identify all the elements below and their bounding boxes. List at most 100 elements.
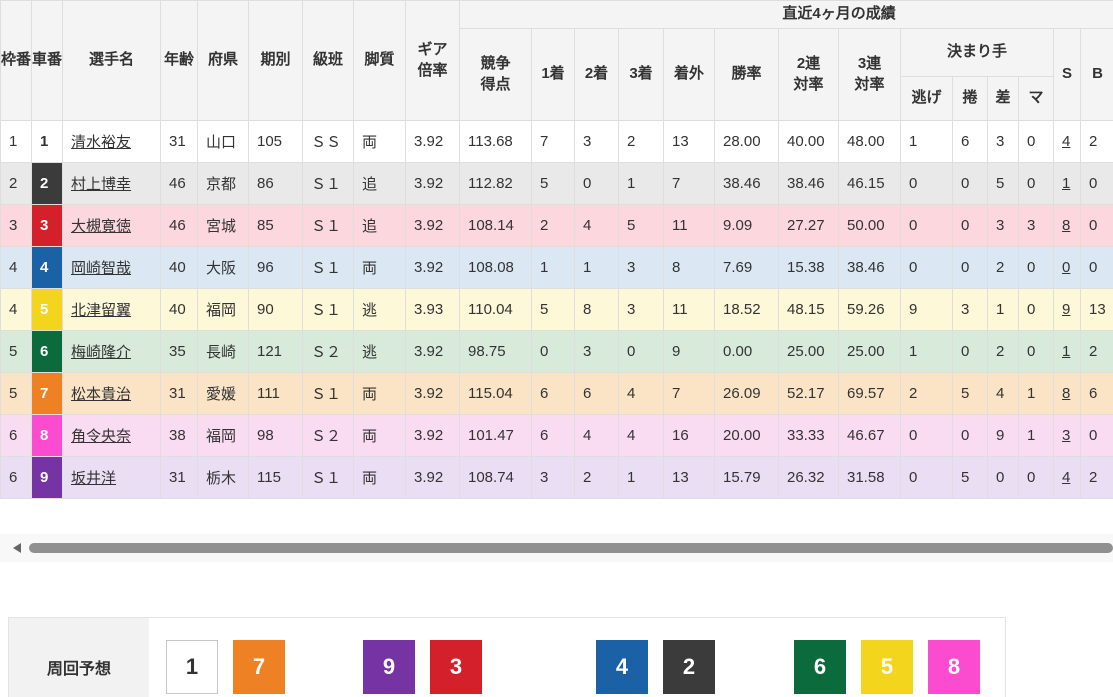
- out-of-place-cell: 7: [663, 372, 715, 415]
- sashi-count-cell: 0: [987, 456, 1019, 499]
- rider-name-cell: 角令央奈: [62, 414, 161, 457]
- s-count-link[interactable]: 4: [1062, 469, 1071, 486]
- rider-name-link[interactable]: 清水裕友: [71, 134, 132, 151]
- quinella2-rate-cell: 27.27: [778, 204, 839, 247]
- frame-number-cell: 6: [0, 456, 32, 499]
- nige-count-cell: 1: [900, 330, 953, 373]
- col-header-period: 期別: [248, 0, 303, 121]
- s-count-link[interactable]: 9: [1062, 301, 1071, 318]
- col-header-mark: マ: [1018, 76, 1054, 121]
- grade-cell: Ｓ１: [302, 162, 354, 205]
- period-cell: 111: [248, 372, 303, 415]
- first-place-cell: 6: [531, 372, 575, 415]
- rider-name-cell: 大槻寛徳: [62, 204, 161, 247]
- table-row: 5 7 松本貴治 31 愛媛 111 Ｓ１ 両 3.92 115.04 6 6 …: [0, 372, 1113, 415]
- scroll-left-arrow-icon[interactable]: [13, 543, 21, 553]
- third-place-cell: 4: [618, 414, 664, 457]
- s-count-link[interactable]: 8: [1062, 217, 1071, 234]
- lap-prediction-label: 周回予想: [9, 618, 149, 697]
- first-place-cell: 5: [531, 288, 575, 331]
- makuri-count-cell: 6: [952, 120, 988, 163]
- s-count-link[interactable]: 1: [1062, 343, 1071, 360]
- horizontal-scrollbar[interactable]: [0, 534, 1113, 562]
- first-place-cell: 5: [531, 162, 575, 205]
- gear-ratio-cell: 3.92: [405, 162, 460, 205]
- s-count-link[interactable]: 4: [1062, 133, 1071, 150]
- rider-name-cell: 岡崎智哉: [62, 246, 161, 289]
- car-number-cell: 4: [31, 246, 63, 289]
- rider-name-link[interactable]: 北津留翼: [71, 302, 132, 319]
- rider-name-link[interactable]: 松本貴治: [71, 386, 132, 403]
- b-count-cell: 2: [1080, 456, 1113, 499]
- rider-name-link[interactable]: 坂井洋: [71, 470, 117, 487]
- win-rate-cell: 38.46: [714, 162, 779, 205]
- col-header-name: 選手名: [62, 0, 161, 121]
- period-cell: 85: [248, 204, 303, 247]
- makuri-count-cell: 0: [952, 162, 988, 205]
- race-points-cell: 108.08: [459, 246, 532, 289]
- nige-count-cell: 2: [900, 372, 953, 415]
- makuri-count-cell: 0: [952, 414, 988, 457]
- period-cell: 121: [248, 330, 303, 373]
- col-header-points: 競争得点: [459, 28, 532, 121]
- quinella2-rate-cell: 15.38: [778, 246, 839, 289]
- s-count-link[interactable]: 0: [1062, 259, 1071, 276]
- frame-number-cell: 5: [0, 372, 32, 415]
- second-place-cell: 2: [574, 456, 619, 499]
- b-count-cell: 0: [1080, 246, 1113, 289]
- col-header-second: 2着: [574, 28, 619, 121]
- third-place-cell: 5: [618, 204, 664, 247]
- s-count-link[interactable]: 3: [1062, 427, 1071, 444]
- col-group-kimarite: 決まり手: [900, 28, 1054, 77]
- s-count-link[interactable]: 1: [1062, 175, 1071, 192]
- grade-cell: Ｓ１: [302, 246, 354, 289]
- quinella3-rate-cell: 46.15: [838, 162, 901, 205]
- s-count-cell: 8: [1053, 372, 1081, 415]
- car-number-box: 5: [861, 640, 913, 694]
- rider-name-cell: 北津留翼: [62, 288, 161, 331]
- quinella3-rate-cell: 69.57: [838, 372, 901, 415]
- s-count-cell: 0: [1053, 246, 1081, 289]
- sashi-count-cell: 2: [987, 246, 1019, 289]
- col-group-recent-results: 直近4ヶ月の成績: [458, 0, 1113, 29]
- quinella3-rate-cell: 50.00: [838, 204, 901, 247]
- first-place-cell: 2: [531, 204, 575, 247]
- b-count-cell: 0: [1080, 162, 1113, 205]
- col-header-makuri: 捲: [952, 76, 988, 121]
- rider-name-link[interactable]: 梅崎隆介: [71, 344, 132, 361]
- col-header-third: 3着: [618, 28, 664, 121]
- quinella3-rate-cell: 25.00: [838, 330, 901, 373]
- quinella3-rate-cell: 31.58: [838, 456, 901, 499]
- car-number-box: 4: [596, 640, 648, 694]
- scrollbar-thumb[interactable]: [29, 543, 1113, 553]
- b-count-cell: 0: [1080, 414, 1113, 457]
- race-table-wrap: 枠番 車番 選手名 年齢 府県 期別 級班 脚質 ギア倍率 直近4ヶ月の成績 競…: [0, 0, 1113, 499]
- table-row: 6 8 角令央奈 38 福岡 98 Ｓ２ 両 3.92 101.47 6 4 4…: [0, 414, 1113, 457]
- rider-name-link[interactable]: 角令央奈: [71, 428, 132, 445]
- b-count-cell: 0: [1080, 204, 1113, 247]
- car-number-cell: 8: [31, 414, 63, 457]
- rider-name-link[interactable]: 岡崎智哉: [71, 260, 132, 277]
- first-place-cell: 6: [531, 414, 575, 457]
- rider-name-link[interactable]: 村上博幸: [71, 176, 132, 193]
- grade-cell: Ｓ２: [302, 414, 354, 457]
- mark-count-cell: 0: [1018, 120, 1054, 163]
- col-header-car: 車番: [31, 0, 63, 121]
- first-place-cell: 1: [531, 246, 575, 289]
- leg-style-cell: 両: [353, 246, 406, 289]
- rider-name-link[interactable]: 大槻寛徳: [71, 218, 132, 235]
- nige-count-cell: 0: [900, 162, 953, 205]
- car-number-cell: 5: [31, 288, 63, 331]
- s-count-cell: 4: [1053, 120, 1081, 163]
- third-place-cell: 0: [618, 330, 664, 373]
- age-cell: 31: [160, 456, 198, 499]
- age-cell: 38: [160, 414, 198, 457]
- age-cell: 40: [160, 288, 198, 331]
- makuri-count-cell: 5: [952, 372, 988, 415]
- s-count-link[interactable]: 8: [1062, 385, 1071, 402]
- age-cell: 31: [160, 120, 198, 163]
- first-place-cell: 0: [531, 330, 575, 373]
- age-cell: 46: [160, 204, 198, 247]
- col-header-quinella3: 3連対率: [838, 28, 901, 121]
